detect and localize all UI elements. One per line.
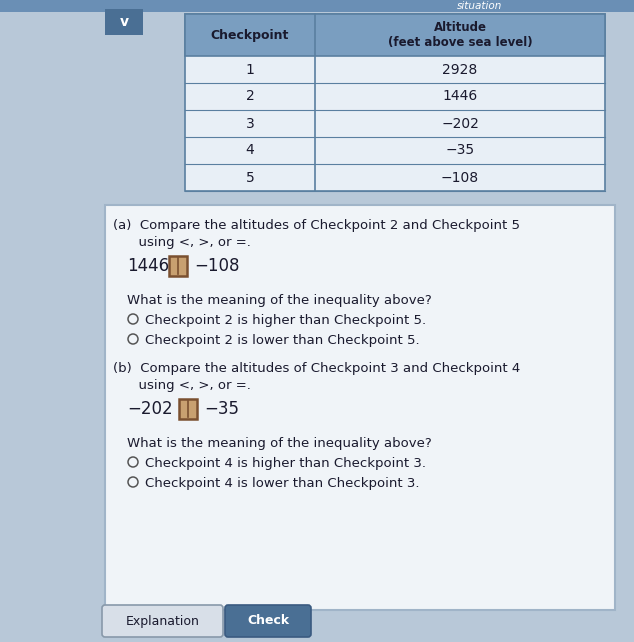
- Text: (b)  Compare the altitudes of Checkpoint 3 and Checkpoint 4: (b) Compare the altitudes of Checkpoint …: [113, 362, 521, 375]
- Text: −108: −108: [441, 171, 479, 184]
- Text: 2: 2: [245, 89, 254, 103]
- Text: 2928: 2928: [443, 62, 477, 76]
- Text: using <, >, or =.: using <, >, or =.: [113, 236, 251, 249]
- Text: What is the meaning of the inequality above?: What is the meaning of the inequality ab…: [127, 437, 432, 450]
- Text: 1: 1: [245, 62, 254, 76]
- FancyBboxPatch shape: [169, 256, 187, 276]
- Bar: [105, 9, 143, 35]
- Text: 5: 5: [245, 171, 254, 184]
- Text: −202: −202: [127, 400, 172, 418]
- Bar: [0, 0, 634, 12]
- Text: using <, >, or =.: using <, >, or =.: [113, 379, 251, 392]
- Bar: [185, 14, 605, 56]
- Text: 4: 4: [245, 144, 254, 157]
- Text: Explanation: Explanation: [126, 614, 200, 627]
- FancyBboxPatch shape: [179, 399, 197, 419]
- Text: 1446: 1446: [127, 257, 169, 275]
- Text: 1446: 1446: [443, 89, 477, 103]
- Text: situation: situation: [457, 1, 503, 11]
- Text: −35: −35: [446, 144, 475, 157]
- Text: 3: 3: [245, 116, 254, 130]
- Text: Checkpoint 4 is higher than Checkpoint 3.: Checkpoint 4 is higher than Checkpoint 3…: [145, 457, 426, 470]
- Text: Checkpoint: Checkpoint: [211, 28, 289, 42]
- Text: Checkpoint 2 is lower than Checkpoint 5.: Checkpoint 2 is lower than Checkpoint 5.: [145, 334, 420, 347]
- Text: −202: −202: [441, 116, 479, 130]
- Text: v: v: [119, 15, 129, 29]
- Text: Checkpoint 4 is lower than Checkpoint 3.: Checkpoint 4 is lower than Checkpoint 3.: [145, 477, 420, 490]
- FancyBboxPatch shape: [225, 605, 311, 637]
- Text: (a)  Compare the altitudes of Checkpoint 2 and Checkpoint 5: (a) Compare the altitudes of Checkpoint …: [113, 219, 520, 232]
- FancyBboxPatch shape: [105, 205, 615, 610]
- Text: Check: Check: [247, 614, 289, 627]
- FancyBboxPatch shape: [102, 605, 223, 637]
- Text: Altitude
(feet above sea level): Altitude (feet above sea level): [387, 21, 533, 49]
- Text: −108: −108: [194, 257, 240, 275]
- Text: What is the meaning of the inequality above?: What is the meaning of the inequality ab…: [127, 294, 432, 307]
- Text: Checkpoint 2 is higher than Checkpoint 5.: Checkpoint 2 is higher than Checkpoint 5…: [145, 314, 426, 327]
- Text: −35: −35: [204, 400, 239, 418]
- Bar: [185, 14, 605, 191]
